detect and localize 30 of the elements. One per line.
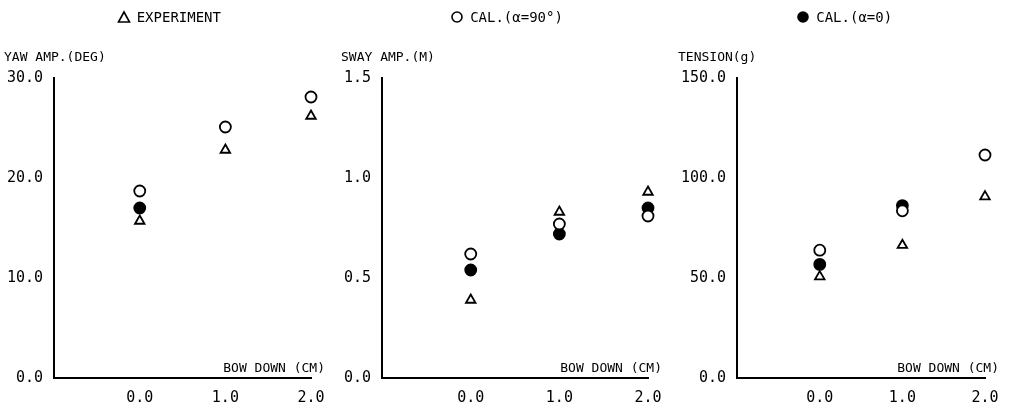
- x-tick-label: 1.0: [888, 387, 916, 406]
- y-tick-label: 100.0: [681, 167, 727, 186]
- y-tick-label: 30.0: [7, 67, 44, 86]
- y-tick-label: 0.0: [344, 367, 372, 386]
- x-tick-label: 2.0: [634, 387, 662, 406]
- x-tick-label: 0.0: [126, 387, 154, 406]
- x-tick-label: 2.0: [297, 387, 325, 406]
- x-tick-label: 1.0: [545, 387, 573, 406]
- y-tick-label: 150.0: [681, 67, 727, 86]
- x-axis-title: BOW DOWN (CM): [223, 359, 325, 375]
- y-axis-title: YAW AMP.(DEG): [4, 48, 106, 64]
- x-tick-label: 0.0: [806, 387, 834, 406]
- y-tick-label: 0.0: [699, 367, 727, 386]
- y-tick-label: 1.0: [344, 167, 372, 186]
- y-tick-label: 0.5: [344, 267, 372, 286]
- y-axis-title: SWAY AMP.(M): [341, 48, 435, 64]
- x-axis-title: BOW DOWN (CM): [897, 359, 999, 375]
- y-tick-label: 10.0: [7, 267, 44, 286]
- y-tick-label: 20.0: [7, 167, 44, 186]
- y-tick-label: 0.0: [16, 367, 44, 386]
- legend-label: CAL.(α=90°): [470, 9, 563, 25]
- x-tick-label: 1.0: [211, 387, 239, 406]
- y-axis-title: TENSION(g): [678, 48, 757, 64]
- legend-label: EXPERIMENT: [136, 9, 221, 25]
- legend-label: CAL.(α=0): [816, 9, 893, 25]
- y-tick-label: 50.0: [690, 267, 727, 286]
- x-tick-label: 0.0: [457, 387, 485, 406]
- y-tick-label: 1.5: [344, 67, 372, 86]
- x-axis-title: BOW DOWN (CM): [560, 359, 662, 375]
- x-tick-label: 2.0: [971, 387, 999, 406]
